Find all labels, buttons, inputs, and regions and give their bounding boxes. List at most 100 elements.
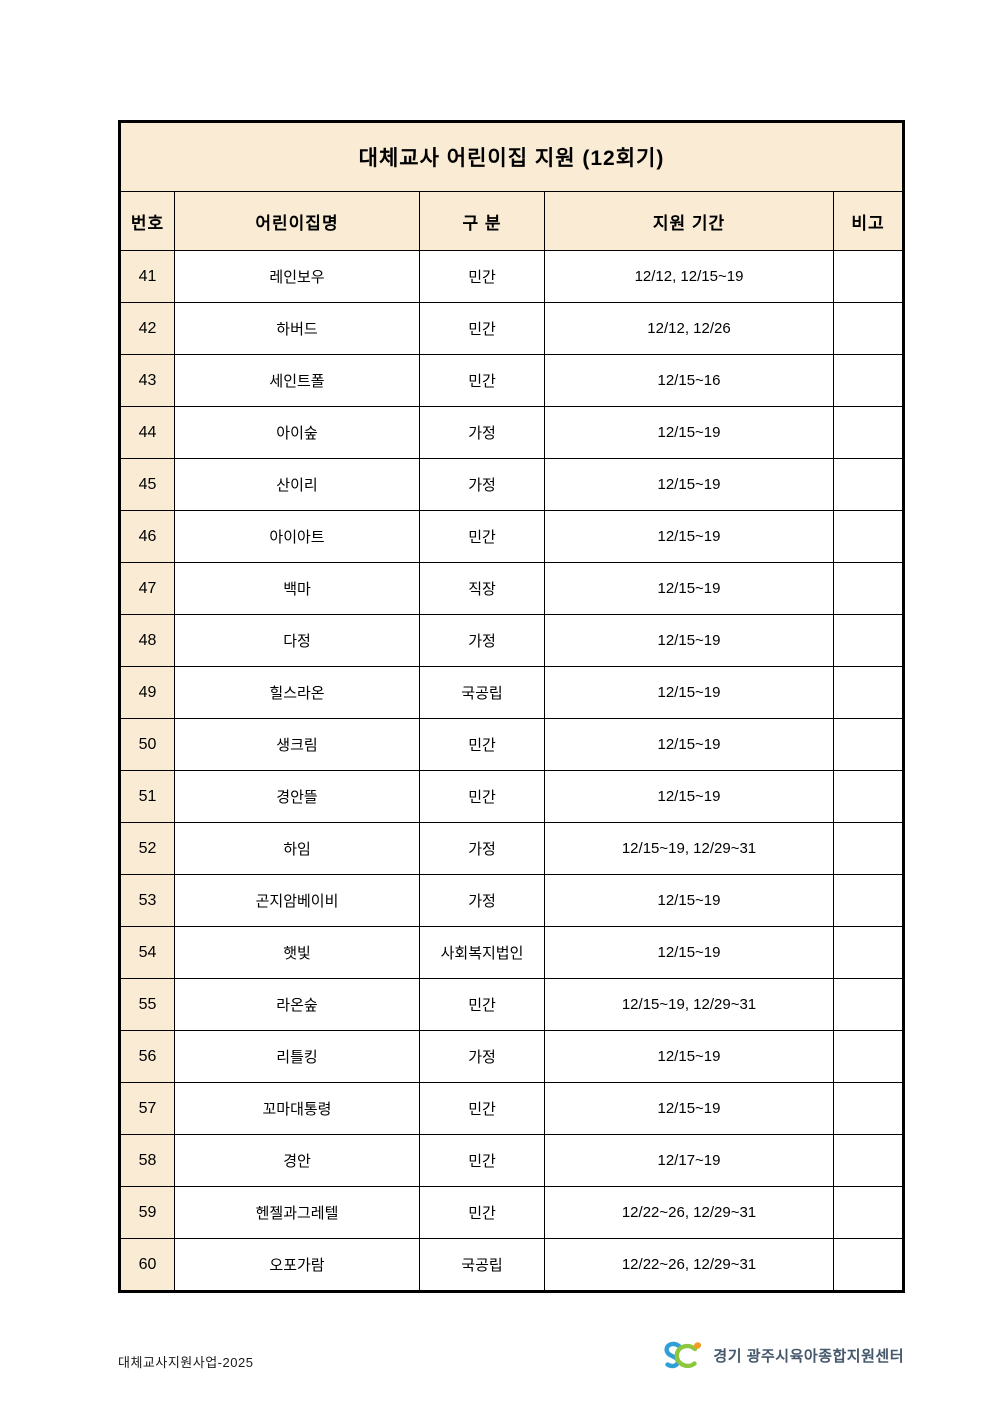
cell-type: 국공립	[419, 666, 545, 719]
table-row: 48 다정 가정 12/15~19	[119, 614, 905, 667]
cell-type: 가정	[419, 822, 545, 875]
table-row: 51 경안뜰 민간 12/15~19	[119, 770, 905, 823]
cell-no: 57	[119, 1082, 175, 1135]
table-row: 45 산이리 가정 12/15~19	[119, 458, 905, 511]
col-header-no: 번호	[119, 191, 175, 251]
cell-no: 60	[119, 1238, 175, 1292]
cell-note	[832, 614, 905, 667]
table-row: 41 레인보우 민간 12/12, 12/15~19	[119, 250, 905, 303]
cell-note	[832, 1186, 905, 1239]
cell-type: 민간	[419, 1186, 545, 1239]
cell-no: 50	[119, 718, 175, 771]
table-row: 49 힐스라온 국공립 12/15~19	[119, 666, 905, 719]
cell-name: 세인트폴	[174, 354, 420, 407]
cell-type: 가정	[419, 874, 545, 927]
cell-name: 하버드	[174, 302, 420, 355]
cell-no: 45	[119, 458, 175, 511]
title-row: 대체교사 어린이집 지원 (12회기)	[118, 121, 905, 192]
cell-period: 12/22~26, 12/29~31	[544, 1238, 834, 1292]
table-row: 58 경안 민간 12/17~19	[119, 1134, 905, 1187]
cell-note	[832, 1238, 905, 1292]
cell-period: 12/15~19	[544, 874, 834, 927]
cell-period: 12/15~19	[544, 614, 834, 667]
cell-type: 가정	[419, 614, 545, 667]
cell-no: 41	[119, 250, 175, 303]
cell-type: 민간	[419, 354, 545, 407]
cell-period: 12/15~19	[544, 666, 834, 719]
org-name: 경기 광주시육아종합지원센터	[713, 1347, 904, 1365]
cell-no: 53	[119, 874, 175, 927]
cell-type: 민간	[419, 978, 545, 1031]
org-logo-icon	[664, 1341, 702, 1369]
table-row: 43 세인트폴 민간 12/15~16	[119, 354, 905, 407]
cell-no: 58	[119, 1134, 175, 1187]
cell-type: 민간	[419, 1082, 545, 1135]
table-row: 60 오포가람 국공립 12/22~26, 12/29~31	[119, 1238, 905, 1292]
cell-name: 레인보우	[174, 250, 420, 303]
cell-period: 12/15~19, 12/29~31	[544, 978, 834, 1031]
cell-name: 오포가람	[174, 1238, 420, 1292]
cell-period: 12/15~16	[544, 354, 834, 407]
cell-name: 힐스라온	[174, 666, 420, 719]
col-header-note: 비고	[832, 191, 905, 251]
col-header-name: 어린이집명	[174, 191, 420, 251]
cell-type: 국공립	[419, 1238, 545, 1292]
table-title: 대체교사 어린이집 지원 (12회기)	[118, 121, 905, 192]
cell-note	[832, 926, 905, 979]
cell-type: 민간	[419, 250, 545, 303]
cell-name: 백마	[174, 562, 420, 615]
cell-period: 12/15~19	[544, 562, 834, 615]
cell-note	[832, 1082, 905, 1135]
cell-type: 민간	[419, 718, 545, 771]
table-row: 50 생크림 민간 12/15~19	[119, 718, 905, 771]
cell-period: 12/15~19	[544, 510, 834, 563]
cell-period: 12/15~19	[544, 1030, 834, 1083]
cell-note	[832, 978, 905, 1031]
cell-no: 49	[119, 666, 175, 719]
footer-doc-label: 대체교사지원사업-2025	[118, 1355, 254, 1370]
cell-name: 생크림	[174, 718, 420, 771]
cell-no: 56	[119, 1030, 175, 1083]
cell-note	[832, 1030, 905, 1083]
cell-period: 12/15~19	[544, 770, 834, 823]
cell-name: 곤지암베이비	[174, 874, 420, 927]
cell-name: 다정	[174, 614, 420, 667]
cell-type: 민간	[419, 1134, 545, 1187]
cell-type: 직장	[419, 562, 545, 615]
cell-no: 55	[119, 978, 175, 1031]
support-table: 대체교사 어린이집 지원 (12회기) 번호 어린이집명 구 분 지원 기간 비…	[118, 120, 906, 1293]
cell-note	[832, 406, 905, 459]
cell-period: 12/17~19	[544, 1134, 834, 1187]
cell-name: 헨젤과그레텔	[174, 1186, 420, 1239]
table-row: 52 하임 가정 12/15~19, 12/29~31	[119, 822, 905, 875]
cell-no: 48	[119, 614, 175, 667]
cell-name: 경안	[174, 1134, 420, 1187]
cell-name: 라온숲	[174, 978, 420, 1031]
cell-name: 리틀킹	[174, 1030, 420, 1083]
cell-note	[832, 458, 905, 511]
cell-note	[832, 510, 905, 563]
table-row: 44 아이숲 가정 12/15~19	[119, 406, 905, 459]
table-row: 56 리틀킹 가정 12/15~19	[119, 1030, 905, 1083]
table-row: 53 곤지암베이비 가정 12/15~19	[119, 874, 905, 927]
cell-note	[832, 250, 905, 303]
cell-name: 아이아트	[174, 510, 420, 563]
cell-type: 민간	[419, 510, 545, 563]
footer-org: 경기 광주시육아종합지원센터	[662, 1338, 904, 1372]
cell-type: 민간	[419, 770, 545, 823]
cell-no: 43	[119, 354, 175, 407]
cell-note	[832, 354, 905, 407]
cell-name: 아이숲	[174, 406, 420, 459]
cell-no: 46	[119, 510, 175, 563]
table-row: 42 하버드 민간 12/12, 12/26	[119, 302, 905, 355]
cell-period: 12/22~26, 12/29~31	[544, 1186, 834, 1239]
cell-no: 52	[119, 822, 175, 875]
table-body: 41 레인보우 민간 12/12, 12/15~19 42 하버드 민간 12/12, 12/…	[119, 250, 905, 1292]
cell-name: 햇빛	[174, 926, 420, 979]
cell-type: 민간	[419, 302, 545, 355]
cell-note	[832, 822, 905, 875]
cell-type: 사회복지법인	[419, 926, 545, 979]
cell-type: 가정	[419, 406, 545, 459]
cell-period: 12/12, 12/26	[544, 302, 834, 355]
